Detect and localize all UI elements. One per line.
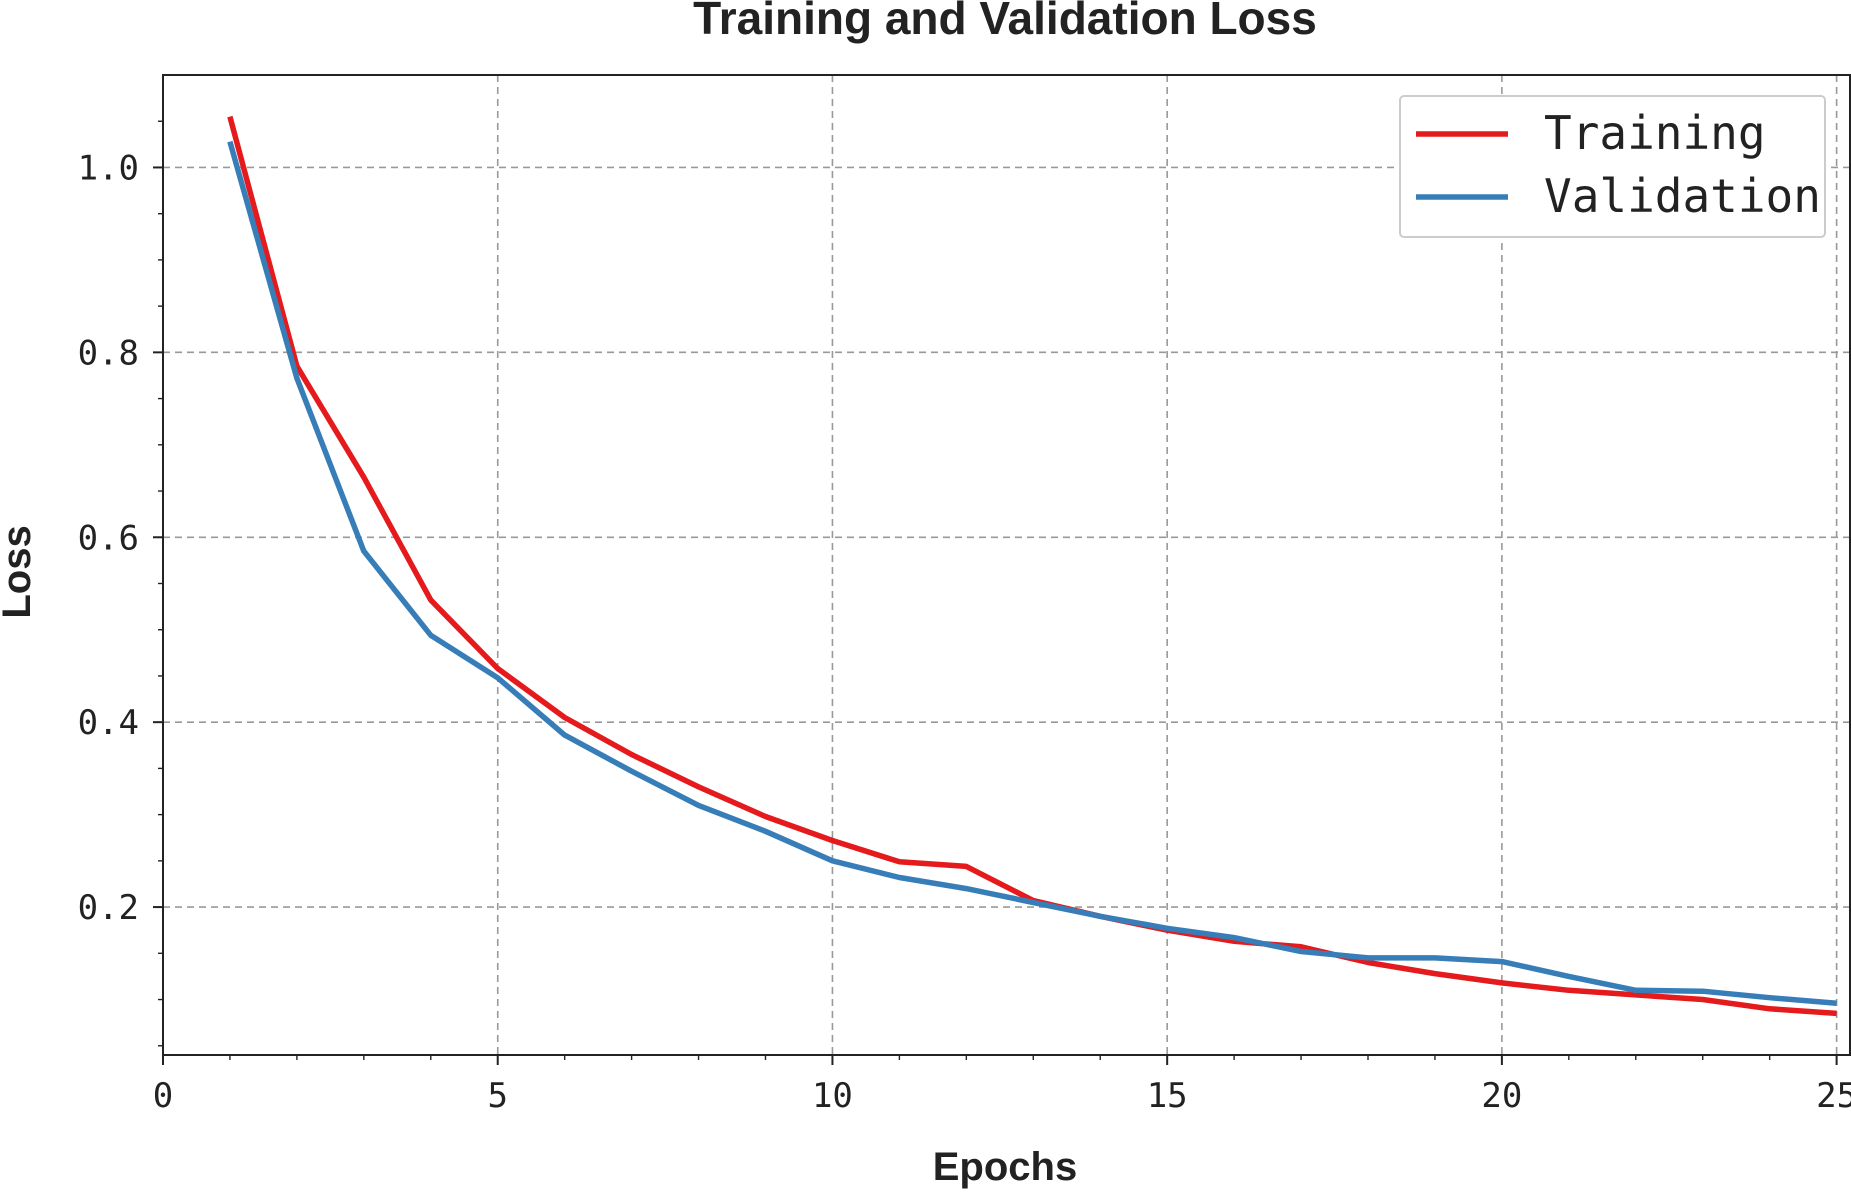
x-tick-label: 25 bbox=[1816, 1076, 1851, 1116]
legend-label-training: Training bbox=[1544, 106, 1766, 160]
axis-ticks: 0 5 10 15 20 25 0.2 0.4 0.6 0.8 1.0 bbox=[78, 120, 1851, 1116]
chart-title: Training and Validation Loss bbox=[693, 0, 1317, 44]
x-tick-label: 20 bbox=[1481, 1076, 1522, 1116]
y-tick-label: 0.2 bbox=[78, 888, 139, 928]
plot-frame bbox=[162, 74, 1851, 1056]
x-tick-label: 5 bbox=[487, 1076, 507, 1116]
x-tick-label: 0 bbox=[153, 1076, 173, 1116]
series-line-validation bbox=[227, 140, 1837, 1006]
y-tick-label: 1.0 bbox=[78, 148, 139, 188]
x-tick-label: 10 bbox=[812, 1076, 853, 1116]
y-axis-label: Loss bbox=[0, 525, 39, 618]
legend-label-validation: Validation bbox=[1544, 169, 1821, 223]
y-tick-label: 0.6 bbox=[78, 518, 139, 558]
x-tick-label: 15 bbox=[1147, 1076, 1188, 1116]
y-tick-label: 0.8 bbox=[78, 333, 139, 373]
x-axis-label: Epochs bbox=[933, 1145, 1077, 1189]
legend: Training Validation bbox=[1399, 95, 1826, 238]
y-tick-label: 0.4 bbox=[78, 703, 139, 743]
series-lines bbox=[227, 115, 1837, 1017]
